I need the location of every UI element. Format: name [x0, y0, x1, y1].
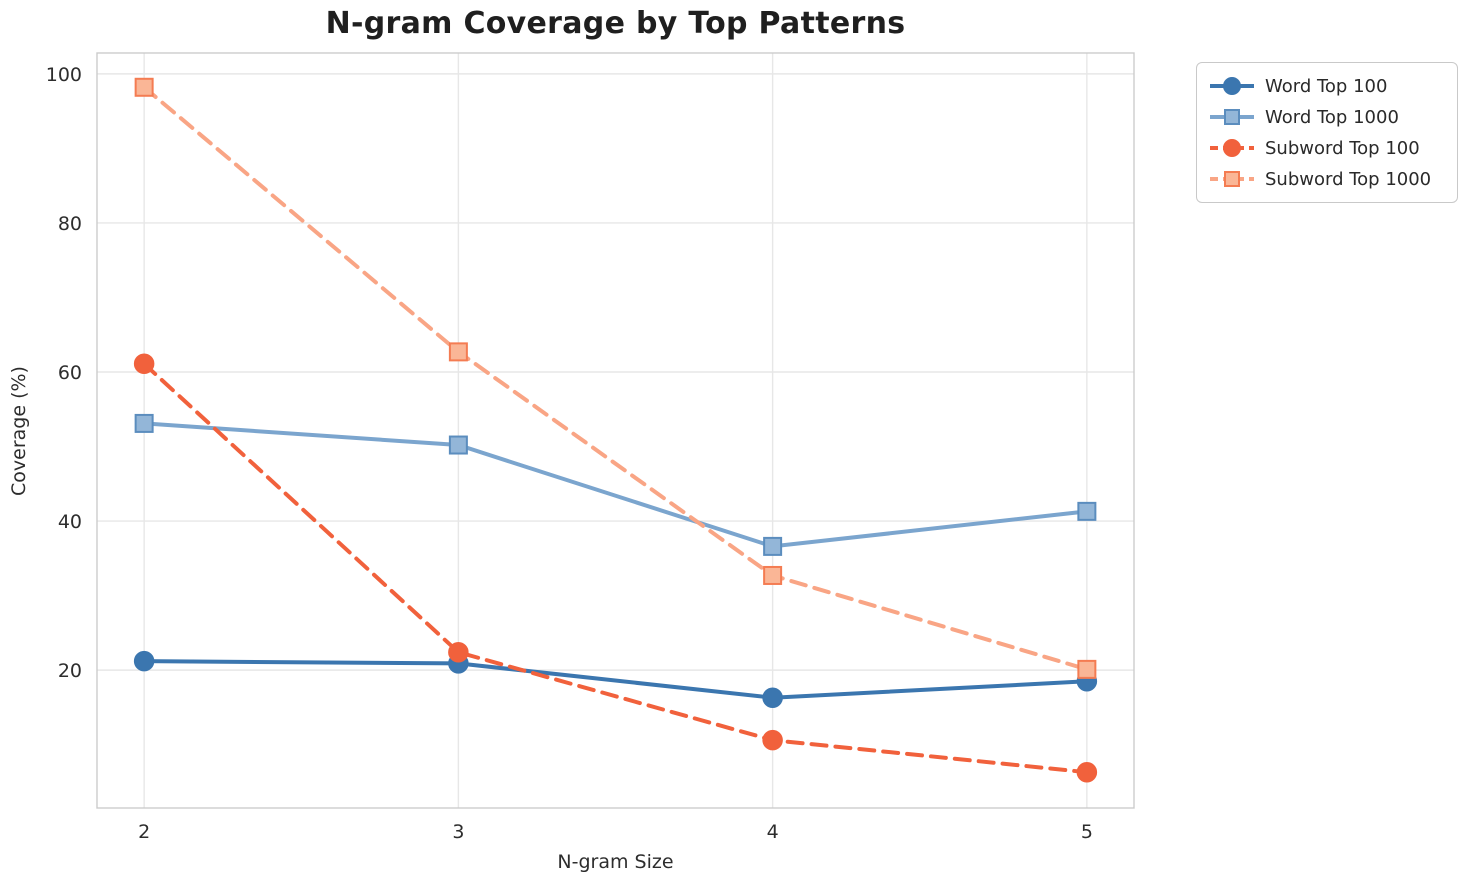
series-line-word-top-1000	[142, 421, 1089, 549]
legend-swatch-subword-top-1000	[1210, 171, 1254, 187]
marker-subword-top-1000	[763, 565, 783, 585]
x-tick-label: 4	[767, 821, 779, 843]
y-tick-label: 20	[58, 660, 82, 682]
legend-marker-word-top-100	[1223, 77, 1241, 95]
chart-title: N-gram Coverage by Top Patterns	[325, 6, 906, 41]
marker-word-top-100	[762, 687, 783, 708]
legend-swatch-subword-top-100	[1210, 139, 1254, 157]
marker-subword-top-1000	[1077, 659, 1097, 679]
marker-subword-top-100	[133, 353, 155, 375]
legend-item-label: Subword Top 100	[1265, 137, 1420, 159]
series-line-word-top-100	[142, 659, 1089, 700]
x-tick-label: 3	[452, 821, 464, 843]
legend: Word Top 100 Word Top 1000 Subword Top 1…	[1196, 62, 1458, 203]
series-line-subword-top-1000	[142, 85, 1089, 672]
legend-item-subword-top-1000: Subword Top 1000	[1209, 166, 1445, 192]
marker-subword-top-100	[1076, 761, 1098, 783]
marker-word-top-1000	[1077, 501, 1097, 521]
legend-marker-subword-top-1000	[1224, 171, 1240, 187]
marker-subword-top-100	[448, 641, 469, 663]
legend-swatch-word-top-1000	[1210, 109, 1254, 125]
y-tick-label: 40	[58, 511, 82, 533]
y-axis-label: Coverage (%)	[8, 366, 30, 496]
marker-word-top-1000	[448, 435, 468, 455]
plot-border	[96, 52, 1135, 809]
marker-word-top-100	[133, 650, 155, 672]
legend-item-subword-top-100: Subword Top 100	[1209, 135, 1445, 161]
marker-word-top-1000	[134, 413, 154, 433]
y-tick-label: 80	[58, 213, 82, 235]
x-axis-label: N-gram Size	[557, 851, 674, 873]
x-tick-label: 5	[1081, 821, 1093, 843]
legend-item-word-top-1000: Word Top 1000	[1209, 104, 1445, 130]
legend-swatch-word-top-100	[1210, 77, 1254, 95]
legend-marker-word-top-1000	[1224, 109, 1240, 125]
marker-word-top-1000	[763, 536, 783, 556]
legend-item-label: Word Top 1000	[1265, 106, 1399, 128]
legend-item-word-top-100: Word Top 100	[1209, 73, 1445, 99]
marker-subword-top-1000	[134, 77, 154, 97]
y-tick-label: 60	[58, 362, 82, 384]
x-tick-label: 2	[138, 821, 150, 843]
marker-subword-top-100	[762, 729, 783, 751]
marker-subword-top-1000	[448, 342, 468, 362]
y-tick-label: 100	[46, 64, 82, 86]
series-line-subword-top-100	[142, 361, 1089, 775]
legend-marker-subword-top-100	[1223, 139, 1241, 157]
legend-item-label: Word Top 100	[1265, 75, 1388, 97]
legend-item-label: Subword Top 1000	[1265, 168, 1432, 190]
